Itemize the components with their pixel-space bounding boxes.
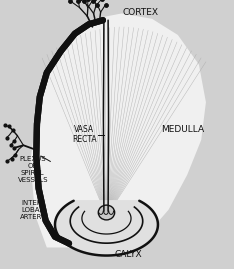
Text: PLEXUS
OF
SPIRAL
VESSELS: PLEXUS OF SPIRAL VESSELS [18,156,48,183]
Ellipse shape [98,205,115,220]
Text: CORTEX: CORTEX [122,8,158,17]
Text: CALYX: CALYX [115,250,143,259]
Text: MEDULLA: MEDULLA [161,125,204,134]
Polygon shape [55,201,158,256]
Text: INTER-
LOBAR
ARTERY: INTER- LOBAR ARTERY [20,200,46,220]
Polygon shape [30,13,206,247]
Text: VASA
RECTA: VASA RECTA [72,125,97,144]
